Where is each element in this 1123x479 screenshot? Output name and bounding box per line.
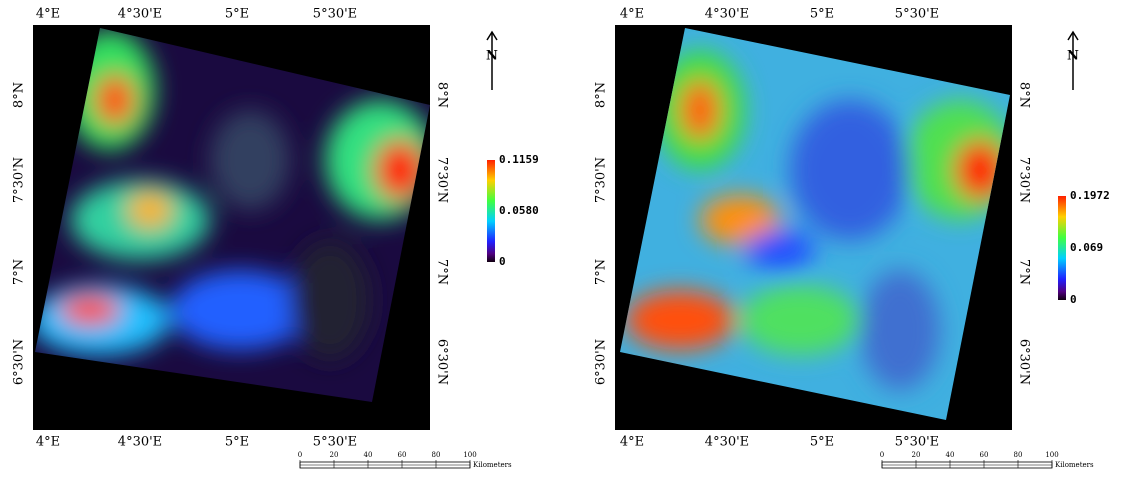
lat-label-left: 6°30'N — [594, 339, 609, 385]
lat-label-right: 7°30'N — [1017, 157, 1032, 203]
lon-label-top: 4°E — [620, 7, 644, 22]
lat-label-left: 7°30'N — [12, 157, 27, 203]
map-1 — [30, 20, 440, 430]
lat-label-right: 7°30'N — [435, 157, 450, 203]
lon-label-bottom: 4°E — [620, 435, 644, 450]
lon-label-bottom: 4°E — [36, 435, 60, 450]
scale-label: 20 — [912, 451, 921, 459]
lon-label-bottom: 5°E — [810, 435, 834, 450]
lat-label-left: 8°N — [12, 82, 27, 108]
scale-label: 40 — [364, 451, 373, 459]
scale-label: 60 — [398, 451, 407, 459]
lat-label-left: 8°N — [594, 82, 609, 108]
scale-label: 80 — [1014, 451, 1023, 459]
legend-label: 0.1159 — [499, 153, 539, 166]
legend-label: 0 — [499, 255, 506, 268]
scale-label: 60 — [980, 451, 989, 459]
scale-label: 40 — [946, 451, 955, 459]
legend-label: 0.1972 — [1070, 189, 1110, 202]
lat-label-left: 7°N — [12, 259, 27, 285]
scale-label: 80 — [432, 451, 441, 459]
scale-unit: Kilometers — [473, 461, 512, 469]
scale-unit: Kilometers — [1055, 461, 1094, 469]
legend-label: 0 — [1070, 293, 1077, 306]
scale-label: 100 — [1045, 451, 1058, 459]
lon-label-top: 4°E — [36, 7, 60, 22]
lat-label-right: 7°N — [1017, 259, 1032, 285]
page: 4°E 4°E 4°30'E 4°30'E 5°E 5°E 5°30'E 5°30'E 8°N 8… — [0, 0, 1123, 479]
lon-label-bottom: 5°E — [225, 435, 249, 450]
lon-label-bottom: 4°30'E — [118, 435, 162, 450]
lat-label-right: 8°N — [1017, 82, 1032, 108]
color-bar — [1058, 196, 1066, 300]
legend-label: 0.069 — [1070, 241, 1103, 254]
lon-label-bottom: 5°30'E — [313, 435, 357, 450]
scale-label: 20 — [330, 451, 339, 459]
map-2 — [610, 20, 1020, 430]
lat-label-left: 6°30'N — [12, 339, 27, 385]
lon-label-top: 4°30'E — [705, 7, 749, 22]
lon-label-bottom: 4°30'E — [705, 435, 749, 450]
lat-label-right: 8°N — [435, 82, 450, 108]
lat-label-right: 7°N — [435, 259, 450, 285]
north-label: N — [486, 49, 498, 64]
lon-label-top: 5°E — [810, 7, 834, 22]
lat-label-right: 6°30'N — [1017, 339, 1032, 385]
lon-label-top: 5°E — [225, 7, 249, 22]
scale-label: 0 — [298, 451, 302, 459]
lon-label-top: 5°30'E — [895, 7, 939, 22]
scale-label: 100 — [463, 451, 476, 459]
scale-label: 0 — [880, 451, 884, 459]
legend-label: 0.0580 — [499, 204, 539, 217]
lat-label-left: 7°30'N — [594, 157, 609, 203]
lon-label-top: 4°30'E — [118, 7, 162, 22]
lat-label-left: 7°N — [594, 259, 609, 285]
lon-label-top: 5°30'E — [313, 7, 357, 22]
lon-label-bottom: 5°30'E — [895, 435, 939, 450]
color-bar — [487, 160, 495, 262]
north-label: N — [1067, 49, 1079, 64]
lat-label-right: 6°30'N — [435, 339, 450, 385]
